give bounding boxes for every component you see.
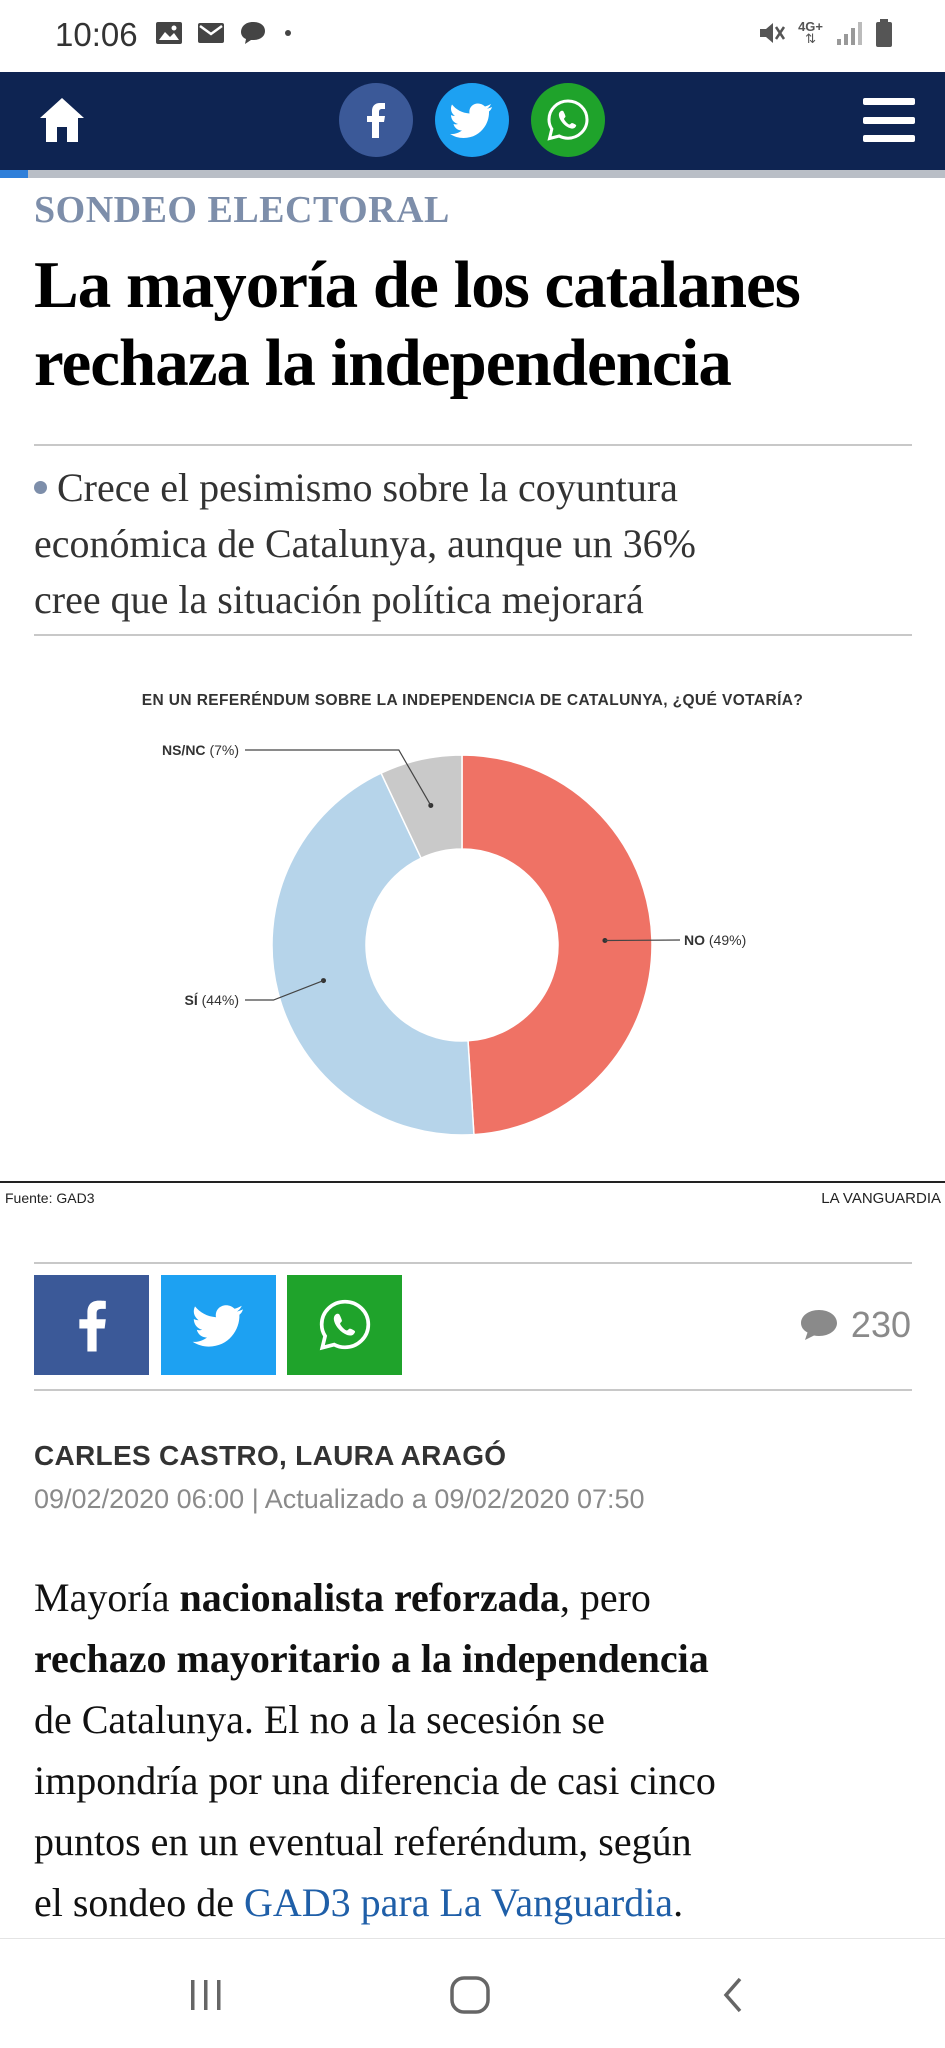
leader-dot xyxy=(428,802,434,808)
article-kicker: SONDEO ELECTORAL xyxy=(34,189,450,231)
top-navigation xyxy=(0,72,945,170)
mute-icon xyxy=(760,23,786,43)
leader-line xyxy=(604,939,681,942)
facebook-share-button[interactable] xyxy=(339,83,413,157)
slice-percent: (7%) xyxy=(209,742,239,758)
whatsapp-share-button[interactable] xyxy=(287,1275,402,1375)
chart-label-no: NO (49%) xyxy=(684,932,746,948)
reading-progress-bar xyxy=(0,170,945,178)
subhead-line-3: cree que la situación política mejorará xyxy=(34,577,644,622)
body-bold: rechazo mayoritario a la independencia xyxy=(34,1636,709,1681)
article-dates: 09/02/2020 06:00 | Actualizado a 09/02/2… xyxy=(34,1484,645,1514)
whatsapp-share-button[interactable] xyxy=(531,83,605,157)
bullet-icon xyxy=(34,481,47,495)
home-circle-icon[interactable] xyxy=(449,1975,491,2015)
chart-label-si: SÍ (44%) xyxy=(185,992,239,1008)
body-text: . xyxy=(673,1880,684,1925)
menu-button[interactable] xyxy=(863,98,915,142)
body-text: de Catalunya. El no a la secesión se xyxy=(34,1697,605,1742)
battery-icon xyxy=(876,19,892,47)
status-time: 10:06 xyxy=(55,16,138,53)
twitter-share-button[interactable] xyxy=(161,1275,276,1375)
signal-icon xyxy=(837,22,862,45)
status-bar: 10:06 4G+ ⇅ xyxy=(0,0,945,72)
leader-dot xyxy=(320,978,326,984)
comments-link[interactable]: 230 xyxy=(799,1304,911,1346)
leader-line xyxy=(245,980,324,1001)
article-headline: La mayoría de los catalanes rechaza la i… xyxy=(34,246,914,402)
comment-count: 230 xyxy=(850,1304,911,1345)
home-icon xyxy=(40,98,84,142)
twitter-icon xyxy=(450,103,492,138)
body-bold: nacionalista reforzada xyxy=(179,1575,560,1620)
article-byline: CARLES CASTRO, LAURA ARAGÓ xyxy=(34,1440,507,1471)
divider xyxy=(34,1262,912,1264)
subhead-line-1: Crece el pesimismo sobre la coyuntura xyxy=(57,465,678,510)
slice-name: NS/NC xyxy=(162,742,209,758)
chart-title: EN UN REFERÉNDUM SOBRE LA INDEPENDENCIA … xyxy=(141,692,804,709)
reading-progress-fill xyxy=(0,170,29,178)
comment-bubble-icon xyxy=(800,1310,837,1340)
donut-slice-sí xyxy=(271,772,475,1136)
body-text: impondría por una diferencia de casi cin… xyxy=(34,1758,716,1803)
body-text: el sondeo de xyxy=(34,1880,244,1925)
hamburger-menu-icon xyxy=(863,98,915,105)
facebook-share-button[interactable] xyxy=(34,1275,149,1375)
network-4g-icon: 4G+ ⇅ xyxy=(798,19,823,46)
slice-name: SÍ xyxy=(185,992,202,1008)
chat-bubble-icon xyxy=(241,22,265,44)
body-text: puntos en un eventual referéndum, según xyxy=(34,1819,692,1864)
twitter-share-button[interactable] xyxy=(435,83,509,157)
slice-percent: (44%) xyxy=(202,992,239,1008)
slice-name: NO xyxy=(684,932,709,948)
gad3-link[interactable]: GAD3 para La Vanguardia xyxy=(243,1880,674,1925)
home-button[interactable] xyxy=(36,94,88,146)
whatsapp-icon xyxy=(547,99,589,141)
donut-slice-nsnc xyxy=(380,754,463,860)
twitter-icon xyxy=(192,1305,243,1347)
recent-apps-icon[interactable] xyxy=(188,1977,224,2013)
system-navigation-bar xyxy=(0,1938,945,2048)
chart-source: Fuente: GAD3 xyxy=(5,1190,95,1206)
chart-footer-divider xyxy=(0,1181,945,1183)
dot-icon xyxy=(285,30,291,36)
divider xyxy=(34,444,912,446)
article-subhead: Crece el pesimismo sobre la coyuntura ec… xyxy=(34,460,914,628)
back-icon[interactable] xyxy=(718,1975,748,2015)
headline-line-1: La mayoría de los catalanes xyxy=(34,248,801,322)
divider xyxy=(34,634,912,636)
body-text: Mayoría xyxy=(34,1575,180,1620)
chart-brand: LA VANGUARDIA xyxy=(821,1190,941,1207)
leader-line xyxy=(245,749,432,806)
chart-label-nsnc: NS/NC (7%) xyxy=(162,742,239,758)
whatsapp-icon xyxy=(319,1299,370,1351)
mail-icon xyxy=(198,23,224,43)
network-label: 4G+ xyxy=(798,19,823,34)
facebook-icon xyxy=(78,1300,106,1352)
body-text: , pero xyxy=(559,1575,651,1620)
article-body: Mayoría nacionalista reforzada, pero rec… xyxy=(34,1567,914,1933)
slice-percent: (49%) xyxy=(709,932,746,948)
donut-chart: NS/NC (7%) NO (49%) SÍ (44%) xyxy=(162,742,746,1136)
subhead-line-2: económica de Catalunya, aunque un 36% xyxy=(34,521,696,566)
image-icon xyxy=(156,22,182,44)
divider xyxy=(34,1389,912,1391)
headline-line-2: rechaza la independencia xyxy=(34,326,732,400)
donut-slice-no xyxy=(461,754,653,1136)
facebook-icon xyxy=(367,103,385,138)
